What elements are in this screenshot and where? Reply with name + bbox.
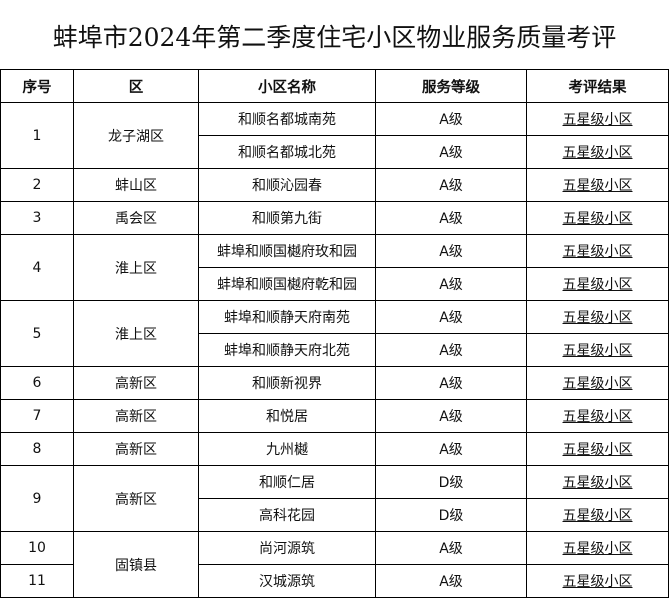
table-row: 7 高新区 和悦居 A级 五星级小区 (0, 399, 669, 433)
header-district: 区 (73, 69, 199, 103)
rating-result: 五星级小区 (526, 399, 669, 433)
table-row: 蚌埠和顺静天府北苑 A级 五星级小区 (1, 333, 669, 367)
community-name: 蚌埠和顺国樾府乾和园 (198, 267, 376, 301)
community-name: 汉城源筑 (198, 564, 376, 598)
row-number: 11 (0, 564, 74, 598)
district-cell: 淮上区 (73, 300, 199, 367)
rating-table: 序号 区 小区名称 服务等级 考评结果 1 龙子湖区 和顺名都城南苑 A级 五星级小区和… (0, 69, 669, 598)
district-cell: 淮上区 (73, 234, 199, 301)
service-level: D级 (375, 465, 527, 499)
service-level: A级 (375, 366, 527, 400)
rating-result: 五星级小区 (526, 432, 669, 466)
community-name: 和悦居 (198, 399, 376, 433)
table-row: 1 龙子湖区 和顺名都城南苑 A级 五星级小区 (0, 102, 669, 169)
service-level: A级 (375, 432, 527, 466)
district-cell: 蚌山区 (73, 168, 199, 202)
header-service-level: 服务等级 (375, 69, 527, 103)
page-title: 蚌埠市2024年第二季度住宅小区物业服务质量考评 (52, 23, 617, 52)
row-number: 10 (0, 531, 74, 565)
district-cell: 高新区 (73, 432, 199, 466)
service-level: D级 (375, 498, 527, 532)
service-level: A级 (375, 102, 527, 136)
row-number: 6 (0, 366, 74, 400)
table-row: 11 汉城源筑 A级 五星级小区 (0, 564, 669, 598)
table-row: 2 蚌山区 和顺沁园春 A级 五星级小区 (0, 168, 669, 202)
rating-result: 五星级小区 (526, 102, 669, 136)
community-name: 蚌埠和顺国樾府玫和园 (198, 234, 376, 268)
table-row: 高科花园 D级 五星级小区 (1, 498, 669, 532)
community-name: 和顺沁园春 (198, 168, 376, 202)
service-level: A级 (375, 564, 527, 598)
rating-result: 五星级小区 (526, 234, 669, 268)
table-row: 蚌埠和顺国樾府乾和园 A级 五星级小区 (1, 267, 669, 301)
header-result: 考评结果 (526, 69, 669, 103)
row-number: 8 (0, 432, 74, 466)
table-row: 6 高新区 和顺新视界 A级 五星级小区 (0, 366, 669, 400)
service-level: A级 (375, 267, 527, 301)
header-no: 序号 (0, 69, 74, 103)
service-level: A级 (375, 531, 527, 565)
table-row: 3 禹会区 和顺第九街 A级 五星级小区 (0, 201, 669, 235)
community-name: 蚌埠和顺静天府南苑 (198, 300, 376, 334)
rating-result: 五星级小区 (526, 267, 669, 301)
table-header-row: 序号 区 小区名称 服务等级 考评结果 (0, 69, 669, 103)
table-row: 5 淮上区 蚌埠和顺静天府南苑 A级 五星级小区 (0, 300, 669, 367)
service-level: A级 (375, 201, 527, 235)
district-cell: 龙子湖区 (73, 102, 199, 169)
table-row: 4 淮上区 蚌埠和顺国樾府玫和园 A级 五星级小区 (0, 234, 669, 301)
community-name: 和顺名都城北苑 (198, 135, 376, 169)
row-number: 4 (0, 234, 74, 301)
rating-result: 五星级小区 (526, 564, 669, 598)
community-name: 和顺仁居 (198, 465, 376, 499)
community-name: 九州樾 (198, 432, 376, 466)
service-level: A级 (375, 300, 527, 334)
community-name: 和顺新视界 (198, 366, 376, 400)
community-name: 蚌埠和顺静天府北苑 (198, 333, 376, 367)
rating-result: 五星级小区 (526, 531, 669, 565)
district-cell: 高新区 (73, 465, 199, 532)
table-row: 8 高新区 九州樾 A级 五星级小区 (0, 432, 669, 466)
service-level: A级 (375, 333, 527, 367)
service-level: A级 (375, 234, 527, 268)
rating-result: 五星级小区 (526, 333, 669, 367)
row-number: 7 (0, 399, 74, 433)
service-level: A级 (375, 135, 527, 169)
community-name: 尚河源筑 (198, 531, 376, 565)
rating-result: 五星级小区 (526, 465, 669, 499)
rating-result: 五星级小区 (526, 300, 669, 334)
district-cell: 禹会区 (73, 201, 199, 235)
community-name: 和顺名都城南苑 (198, 102, 376, 136)
district-cell: 高新区 (73, 366, 199, 400)
row-number: 3 (0, 201, 74, 235)
rating-result: 五星级小区 (526, 498, 669, 532)
table-row: 10 固镇县 尚河源筑 A级 五星级小区 (0, 531, 669, 598)
community-name: 和顺第九街 (198, 201, 376, 235)
table-row: 和顺名都城北苑 A级 五星级小区 (1, 135, 669, 169)
district-cell: 高新区 (73, 399, 199, 433)
row-number: 9 (0, 465, 74, 532)
community-name: 高科花园 (198, 498, 376, 532)
rating-result: 五星级小区 (526, 201, 669, 235)
district-cell: 固镇县 (73, 531, 199, 598)
service-level: A级 (375, 168, 527, 202)
row-number: 1 (0, 102, 74, 169)
table-row: 9 高新区 和顺仁居 D级 五星级小区 (0, 465, 669, 532)
rating-result: 五星级小区 (526, 168, 669, 202)
rating-result: 五星级小区 (526, 366, 669, 400)
service-level: A级 (375, 399, 527, 433)
rating-result: 五星级小区 (526, 135, 669, 169)
row-number: 2 (0, 168, 74, 202)
row-number: 5 (0, 300, 74, 367)
header-community: 小区名称 (198, 69, 376, 103)
